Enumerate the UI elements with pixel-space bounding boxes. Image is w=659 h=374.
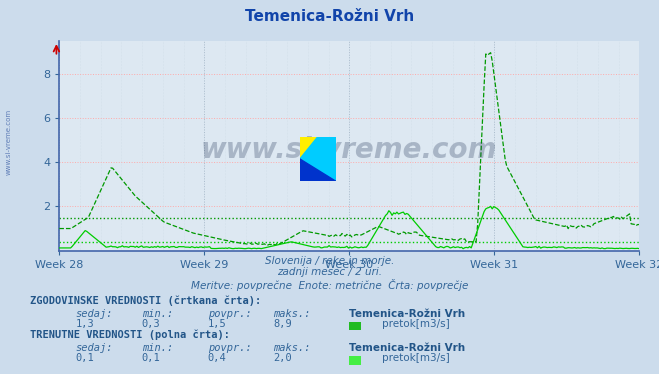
Text: sedaj:: sedaj:: [76, 309, 113, 319]
Text: Temenica-Rožni Vrh: Temenica-Rožni Vrh: [349, 309, 465, 319]
Text: TRENUTNE VREDNOSTI (polna črta):: TRENUTNE VREDNOSTI (polna črta):: [30, 330, 229, 340]
Polygon shape: [300, 137, 336, 181]
Text: zadnji mesec / 2 uri.: zadnji mesec / 2 uri.: [277, 267, 382, 278]
Text: ZGODOVINSKE VREDNOSTI (črtkana črta):: ZGODOVINSKE VREDNOSTI (črtkana črta):: [30, 295, 261, 306]
Text: 0,4: 0,4: [208, 353, 226, 364]
Text: 0,1: 0,1: [76, 353, 94, 364]
Text: Temenica-Rožni Vrh: Temenica-Rožni Vrh: [245, 9, 414, 24]
Text: 1,5: 1,5: [208, 319, 226, 329]
Text: www.si-vreme.com: www.si-vreme.com: [5, 109, 12, 175]
Text: 1,3: 1,3: [76, 319, 94, 329]
Text: 0,1: 0,1: [142, 353, 160, 364]
Text: www.si-vreme.com: www.si-vreme.com: [201, 136, 498, 164]
Text: Meritve: povprečne  Enote: metrične  Črta: povprečje: Meritve: povprečne Enote: metrične Črta:…: [191, 279, 468, 291]
Text: Slovenija / reke in morje.: Slovenija / reke in morje.: [265, 256, 394, 266]
Text: Temenica-Rožni Vrh: Temenica-Rožni Vrh: [349, 343, 465, 353]
Text: maks.:: maks.:: [273, 343, 311, 353]
Polygon shape: [300, 159, 336, 181]
Text: 0,3: 0,3: [142, 319, 160, 329]
Text: pretok[m3/s]: pretok[m3/s]: [382, 353, 450, 364]
Text: maks.:: maks.:: [273, 309, 311, 319]
Text: povpr.:: povpr.:: [208, 343, 251, 353]
Text: pretok[m3/s]: pretok[m3/s]: [382, 319, 450, 329]
Polygon shape: [300, 137, 318, 159]
Text: 2,0: 2,0: [273, 353, 292, 364]
Text: 8,9: 8,9: [273, 319, 292, 329]
Text: sedaj:: sedaj:: [76, 343, 113, 353]
Text: min.:: min.:: [142, 309, 173, 319]
Text: min.:: min.:: [142, 343, 173, 353]
Text: povpr.:: povpr.:: [208, 309, 251, 319]
